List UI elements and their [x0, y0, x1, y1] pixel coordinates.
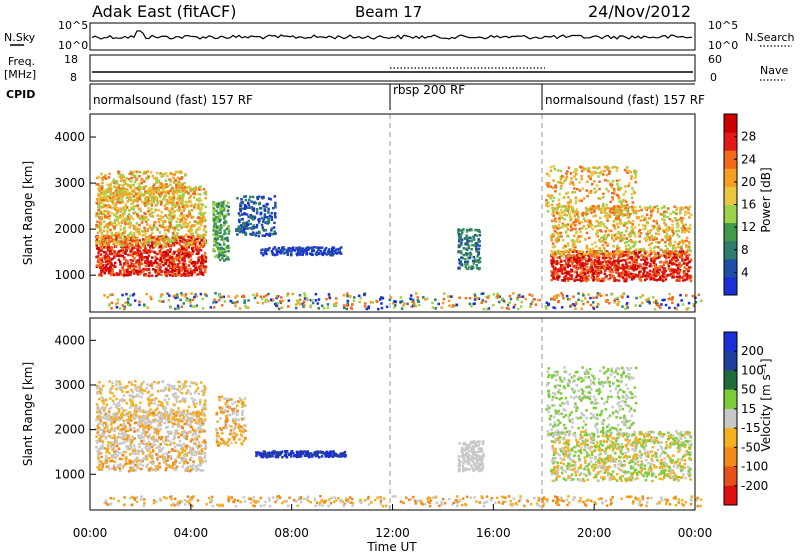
power-scatter	[95, 165, 703, 311]
yaxis-tick-label: 2000	[54, 222, 85, 236]
colorbar-swatch	[724, 428, 737, 448]
xaxis-label: Time UT	[366, 540, 417, 554]
colorbar-tick-label: 12	[741, 220, 756, 234]
yaxis-tick-label: 1000	[54, 268, 85, 282]
beam-label: Beam 17	[355, 3, 422, 21]
power-colorbar: 4 8 12 16 20 24 28	[723, 113, 756, 296]
colorbar-tick-label: 20	[741, 175, 756, 189]
velocity-colorbar: 200 100 50 15 -15 -50 -100 -200	[723, 331, 768, 506]
xaxis-tick-label: 20:00	[577, 526, 612, 540]
velocity-colorbar-label: Velocity [m s⁻¹]	[759, 358, 773, 451]
colorbar-swatch	[724, 240, 737, 260]
colorbar-tick-label: 100	[741, 363, 764, 377]
yaxis-tick-label: 2000	[54, 423, 85, 437]
xaxis-tick-label: 00:00	[678, 526, 713, 540]
colorbar-tick-label: 200	[741, 344, 764, 358]
colorbar-tick-label: 24	[741, 152, 756, 166]
yaxis-tick-label: 4000	[54, 130, 85, 144]
colorbar-tick-label: -100	[741, 460, 768, 474]
colorbar-tick-label: 28	[741, 130, 756, 144]
xaxis-tick-label: 04:00	[174, 526, 209, 540]
velocity-panel: 1000 2000 3000 4000 Slant Range [km] 200 100…	[21, 317, 773, 511]
colorbar-swatch	[724, 222, 737, 242]
cpid-panel: CPID normalsound (fast) 157 RF rbsp 200 …	[6, 83, 705, 110]
colorbar-tick-label: -15	[741, 421, 761, 435]
velocity-scatter	[95, 366, 703, 508]
colorbar-swatch	[724, 114, 737, 133]
nsky-trace	[91, 30, 693, 40]
colorbar-swatch	[724, 168, 737, 187]
colorbar-swatch	[724, 485, 737, 506]
colorbar-swatch	[724, 204, 737, 224]
colorbar-tick-label: 15	[741, 402, 756, 416]
freq-unit-label: [MHz]	[4, 68, 36, 81]
colorbar-swatch	[724, 351, 737, 371]
colorbar-swatch	[724, 370, 737, 391]
colorbar-tick-label: 4	[741, 265, 749, 279]
colorbar-swatch	[724, 132, 737, 151]
nsky-tick-top: 10^5	[58, 19, 88, 32]
cpid-segment-3: normalsound (fast) 157 RF	[545, 93, 705, 107]
colorbar-swatch	[724, 150, 737, 169]
nsky-tick-bottom: 10^0	[58, 39, 88, 52]
nave-tick-bottom: 0	[710, 71, 717, 84]
cpid-segment-1: normalsound (fast) 157 RF	[93, 93, 253, 107]
colorbar-swatch	[724, 389, 737, 410]
xaxis-tick-label: 16:00	[476, 526, 511, 540]
nsearch-tick-top: 10^5	[708, 19, 738, 32]
colorbar-tick-label: 50	[741, 383, 756, 397]
xaxis-tick-label: 12:00	[375, 526, 410, 540]
colorbar-tick-label: -200	[741, 479, 768, 493]
freq-tick-top: 18	[64, 53, 78, 66]
colorbar-swatch	[724, 447, 737, 468]
xaxis-tick-label: 00:00	[73, 526, 108, 540]
freq-panel: Freq. [MHz] 18 8 60 0 Nave	[4, 53, 788, 84]
nsky-panel: N.Sky 10^5 10^0 10^5 10^0 N.Search	[4, 19, 795, 52]
plot-title: Adak East (fitACF)	[92, 2, 236, 21]
nsearch-label: N.Search	[745, 31, 795, 44]
cpid-label: CPID	[6, 88, 35, 101]
freq-tick-bottom: 8	[70, 71, 77, 84]
colorbar-tick-label: 16	[741, 198, 756, 212]
power-colorbar-label: Power [dB]	[759, 167, 773, 232]
power-ylabel: Slant Range [km]	[21, 161, 35, 265]
yaxis-tick-label: 3000	[54, 378, 85, 392]
nsky-label: N.Sky	[4, 31, 36, 44]
yaxis-tick-label: 1000	[54, 467, 85, 481]
colorbar-swatch	[724, 186, 737, 205]
colorbar-swatch	[724, 332, 737, 352]
nsearch-tick-bottom: 10^0	[708, 39, 738, 52]
yaxis-tick-label: 4000	[54, 333, 85, 347]
colorbar-tick-label: -50	[741, 440, 761, 454]
yaxis-tick-label: 3000	[54, 176, 85, 190]
time-axis: 00:00 04:00 08:00 12:00 16:00 20:00 00:00	[73, 504, 713, 540]
colorbar-swatch	[724, 258, 737, 278]
velocity-ylabel: Slant Range [km]	[21, 362, 35, 466]
nave-label: Nave	[760, 64, 788, 77]
xaxis-tick-label: 08:00	[274, 526, 309, 540]
cpid-segment-2: rbsp 200 RF	[393, 83, 465, 97]
colorbar-tick-label: 8	[741, 243, 749, 257]
freq-label: Freq.	[8, 55, 35, 68]
colorbar-swatch	[724, 408, 737, 429]
power-panel: 1000 2000 3000 4000 Slant Range [km] 4 8 12 16…	[21, 113, 773, 313]
nave-tick-top: 60	[708, 53, 722, 66]
colorbar-swatch	[724, 466, 737, 487]
colorbar-swatch	[724, 276, 737, 296]
date-label: 24/Nov/2012	[588, 2, 691, 21]
